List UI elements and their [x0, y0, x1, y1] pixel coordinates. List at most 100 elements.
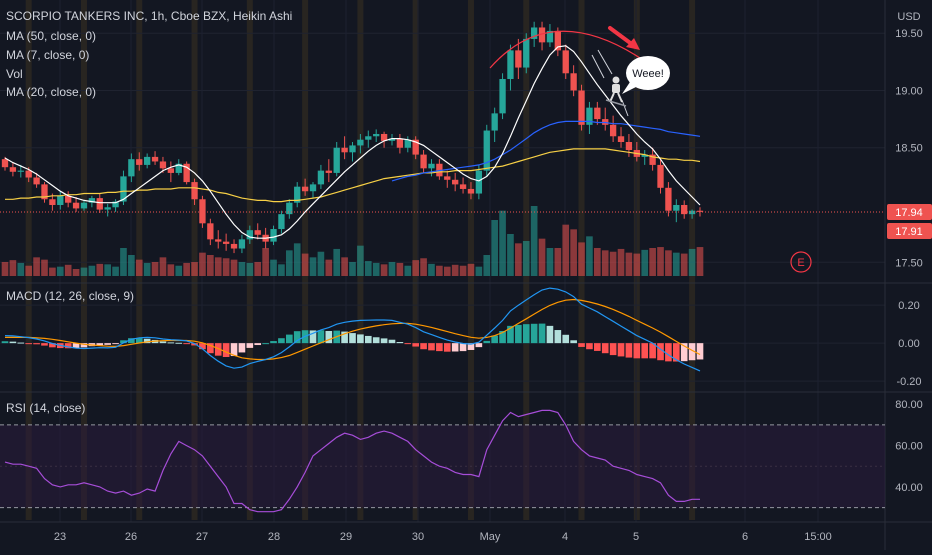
macd-signal-line: [5, 298, 701, 361]
macd-histogram-bar: [357, 334, 364, 344]
macd-histogram-bar: [641, 343, 649, 359]
candlestick-series: [1, 21, 704, 254]
session-band: [25, 0, 32, 520]
volume-bar: [451, 264, 459, 276]
candle-body: [515, 50, 522, 68]
indicator-vol[interactable]: Vol: [6, 67, 23, 81]
macd-histogram-bar: [672, 343, 680, 362]
symbol-title[interactable]: SCORPIO TANKERS INC, 1h, Cboe BZX, Heiki…: [6, 9, 292, 23]
volume-bar: [594, 248, 601, 276]
candle-body: [333, 147, 340, 173]
volume-bar: [617, 248, 625, 276]
macd-histogram-bar: [515, 324, 522, 344]
candle-body: [199, 199, 206, 224]
candle-body: [317, 170, 325, 185]
macd-histogram-bar: [396, 342, 404, 344]
speech-bubble: Weee!: [622, 56, 670, 94]
macd-tick-label: 0.00: [898, 338, 919, 350]
candle: [396, 133, 404, 154]
volume-bar: [672, 252, 680, 276]
candle-body: [404, 139, 411, 148]
price-scale[interactable]: USD 19.50 19.00 18.50 17.50 0.20 0.00 -0.20 80.…: [895, 11, 923, 494]
volume-bar: [333, 248, 341, 276]
candle: [270, 225, 277, 246]
earnings-marker-label: E: [797, 257, 804, 269]
volume-bar: [499, 210, 506, 276]
volume-bar: [546, 248, 554, 276]
volume-bar: [404, 265, 412, 276]
rsi-tick-label: 40.00: [895, 482, 923, 494]
macd-title[interactable]: MACD (12, 26, close, 9): [6, 289, 134, 303]
candle-body: [570, 73, 577, 91]
macd-histogram-bar: [483, 340, 491, 344]
rsi-band: [0, 424, 885, 508]
volume-bar: [293, 243, 301, 276]
macd-histogram-bar: [167, 342, 175, 344]
macd-histogram-bar: [562, 334, 570, 344]
price-tick-label: 19.50: [895, 28, 923, 40]
volume-bar: [246, 262, 254, 276]
volume-bar: [317, 251, 325, 276]
candle: [688, 209, 696, 219]
candle-body: [159, 161, 167, 169]
volume-bar: [625, 252, 633, 276]
volume-bar: [25, 265, 33, 276]
indicator-ma20[interactable]: MA (20, close, 0): [6, 85, 96, 99]
candle-body: [80, 202, 88, 209]
time-tick-label: 30: [412, 531, 424, 543]
volume-bar: [475, 266, 483, 276]
macd-histogram-bar: [317, 330, 325, 344]
candle-body: [673, 204, 680, 211]
rsi-title[interactable]: RSI (14, close): [6, 401, 85, 415]
candle: [278, 210, 285, 234]
volume-bar: [412, 260, 419, 276]
macd-histogram-bar: [17, 342, 25, 344]
rsi-panel: [0, 409, 885, 513]
volume-bar: [609, 251, 617, 276]
candle: [1, 156, 9, 171]
price-badge: [887, 204, 932, 220]
indicator-ma7[interactable]: MA (7, close, 0): [6, 48, 89, 62]
session-band: [191, 0, 198, 520]
earnings-marker[interactable]: E: [790, 251, 812, 273]
volume-bar: [278, 264, 285, 276]
candle-body: [483, 130, 490, 171]
volume-bar: [9, 260, 17, 276]
candle: [128, 153, 135, 183]
volume-bar: [301, 253, 309, 276]
candle-body: [270, 229, 277, 242]
time-axis[interactable]: 23 26 27 28 29 30 May 4 5 6 15:00: [54, 531, 832, 543]
macd-histogram-bar: [112, 343, 119, 345]
candle-body: [641, 154, 648, 157]
chart-legend: SCORPIO TANKERS INC, 1h, Cboe BZX, Heiki…: [6, 9, 292, 415]
candle-body: [594, 107, 601, 120]
candle: [507, 44, 514, 91]
macd-histogram-bar: [246, 343, 254, 348]
macd-histogram-bar: [499, 330, 506, 344]
volume-bar: [167, 264, 175, 276]
candle-body: [207, 223, 214, 240]
candle: [649, 147, 656, 171]
candle: [428, 159, 435, 177]
candle-body: [167, 168, 175, 173]
volume-bar: [33, 257, 40, 276]
candle: [594, 101, 601, 125]
candle-body: [649, 154, 656, 165]
candle-body: [357, 139, 364, 146]
candle: [207, 218, 214, 246]
volume-bar: [341, 257, 348, 276]
volume-bar: [41, 259, 48, 276]
volume-bar: [633, 253, 641, 276]
candle-body: [309, 184, 317, 192]
volume-bar: [56, 266, 64, 276]
candle: [657, 159, 664, 194]
candle: [515, 38, 522, 80]
indicator-ma50[interactable]: MA (50, close, 0): [6, 29, 96, 43]
volume-bar: [191, 262, 198, 276]
macd-histogram-bar: [214, 343, 222, 356]
macd-histogram-bar: [594, 343, 601, 351]
macd-histogram-bar: [207, 343, 214, 354]
volume-bar: [657, 247, 664, 276]
candle: [625, 133, 633, 157]
macd-histogram-bar: [546, 325, 554, 344]
